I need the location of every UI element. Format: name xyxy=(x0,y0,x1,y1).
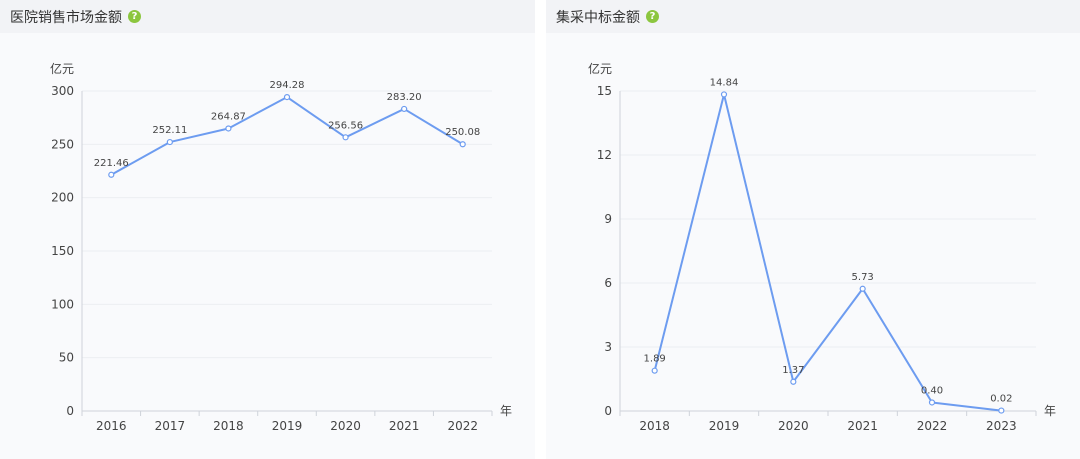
data-label: 264.87 xyxy=(211,111,246,122)
x-axis-unit: 年 xyxy=(500,404,512,418)
data-point[interactable] xyxy=(283,94,291,101)
data-point[interactable] xyxy=(166,138,173,146)
x-tick-label: 2016 xyxy=(96,419,127,433)
data-label: 1.37 xyxy=(782,365,804,376)
data-label: 14.84 xyxy=(710,77,739,88)
y-tick-label: 150 xyxy=(51,244,74,258)
data-point[interactable] xyxy=(225,125,232,132)
hospital-sales-panel: 医院销售市场金额 ? 0 50 100 150 200 250 300 2016 2017 201… xyxy=(0,0,535,459)
y-tick-label: 250 xyxy=(51,137,74,151)
data-label: 0.40 xyxy=(921,385,943,396)
x-tick-label: 2021 xyxy=(847,419,878,433)
x-axis-unit: 年 xyxy=(1044,404,1056,418)
data-point[interactable] xyxy=(401,105,408,113)
data-point[interactable] xyxy=(998,407,1005,414)
y-tick-label: 15 xyxy=(597,84,612,98)
procurement-chart: 0 3 6 9 12 15 2018 2019 2020 2021 2022 2023 亿元年 1.89 1… xyxy=(588,61,1056,433)
data-label: 294.28 xyxy=(270,80,305,91)
data-label: 256.56 xyxy=(328,120,363,131)
data-label: 0.02 xyxy=(990,394,1012,405)
panel-header: 医院销售市场金额 ? xyxy=(0,0,535,33)
chart-title: 集采中标金额 xyxy=(556,9,640,26)
x-tick-label: 2022 xyxy=(917,419,948,433)
data-point[interactable] xyxy=(859,285,866,292)
procurement-panel: 集采中标金额 ? 0 3 6 9 12 15 2018 2019 2020 2021 2022 202… xyxy=(546,0,1080,459)
x-tick-label: 2018 xyxy=(213,419,244,433)
data-label: 1.89 xyxy=(644,354,666,365)
x-tick-label: 2018 xyxy=(639,419,670,433)
x-tick-label: 2023 xyxy=(986,419,1017,433)
question-circle-icon[interactable]: ? xyxy=(128,10,141,23)
data-point[interactable] xyxy=(651,367,658,374)
hospital-sales-chart: 0 50 100 150 200 250 300 2016 2017 2018 2019 2020 20… xyxy=(50,61,512,433)
x-tick-label: 2021 xyxy=(389,419,420,433)
data-point[interactable] xyxy=(459,141,466,148)
x-tick-label: 2019 xyxy=(709,419,740,433)
data-point[interactable] xyxy=(790,378,797,385)
y-axis-unit: 亿元 xyxy=(50,61,74,76)
data-label: 250.08 xyxy=(445,127,480,138)
y-tick-label: 9 xyxy=(604,212,612,226)
data-label: 5.73 xyxy=(852,272,874,283)
data-point[interactable] xyxy=(720,91,728,98)
y-tick-label: 100 xyxy=(51,297,74,311)
y-tick-label: 6 xyxy=(604,276,612,290)
y-tick-label: 12 xyxy=(597,148,612,162)
data-point[interactable] xyxy=(108,171,115,178)
chart-title: 医院销售市场金额 xyxy=(10,9,122,26)
data-label: 221.46 xyxy=(94,158,129,169)
x-tick-label: 2017 xyxy=(155,419,186,433)
data-label: 252.11 xyxy=(152,125,187,136)
panel-header: 集采中标金额 ? xyxy=(546,0,1080,33)
data-label: 283.20 xyxy=(387,92,422,103)
data-point[interactable] xyxy=(928,399,936,406)
x-tick-label: 2020 xyxy=(330,419,361,433)
y-tick-label: 3 xyxy=(604,340,612,354)
question-circle-icon[interactable]: ? xyxy=(646,10,659,23)
y-tick-label: 200 xyxy=(51,191,74,205)
y-tick-label: 0 xyxy=(66,404,74,418)
x-tick-label: 2019 xyxy=(272,419,303,433)
y-tick-label: 300 xyxy=(51,84,74,98)
y-tick-label: 0 xyxy=(604,404,612,418)
x-tick-label: 2020 xyxy=(778,419,809,433)
y-axis-unit: 亿元 xyxy=(588,61,612,76)
y-tick-label: 50 xyxy=(59,351,74,365)
x-tick-label: 2022 xyxy=(447,419,478,433)
data-point[interactable] xyxy=(342,134,349,141)
series-line xyxy=(653,93,1002,412)
